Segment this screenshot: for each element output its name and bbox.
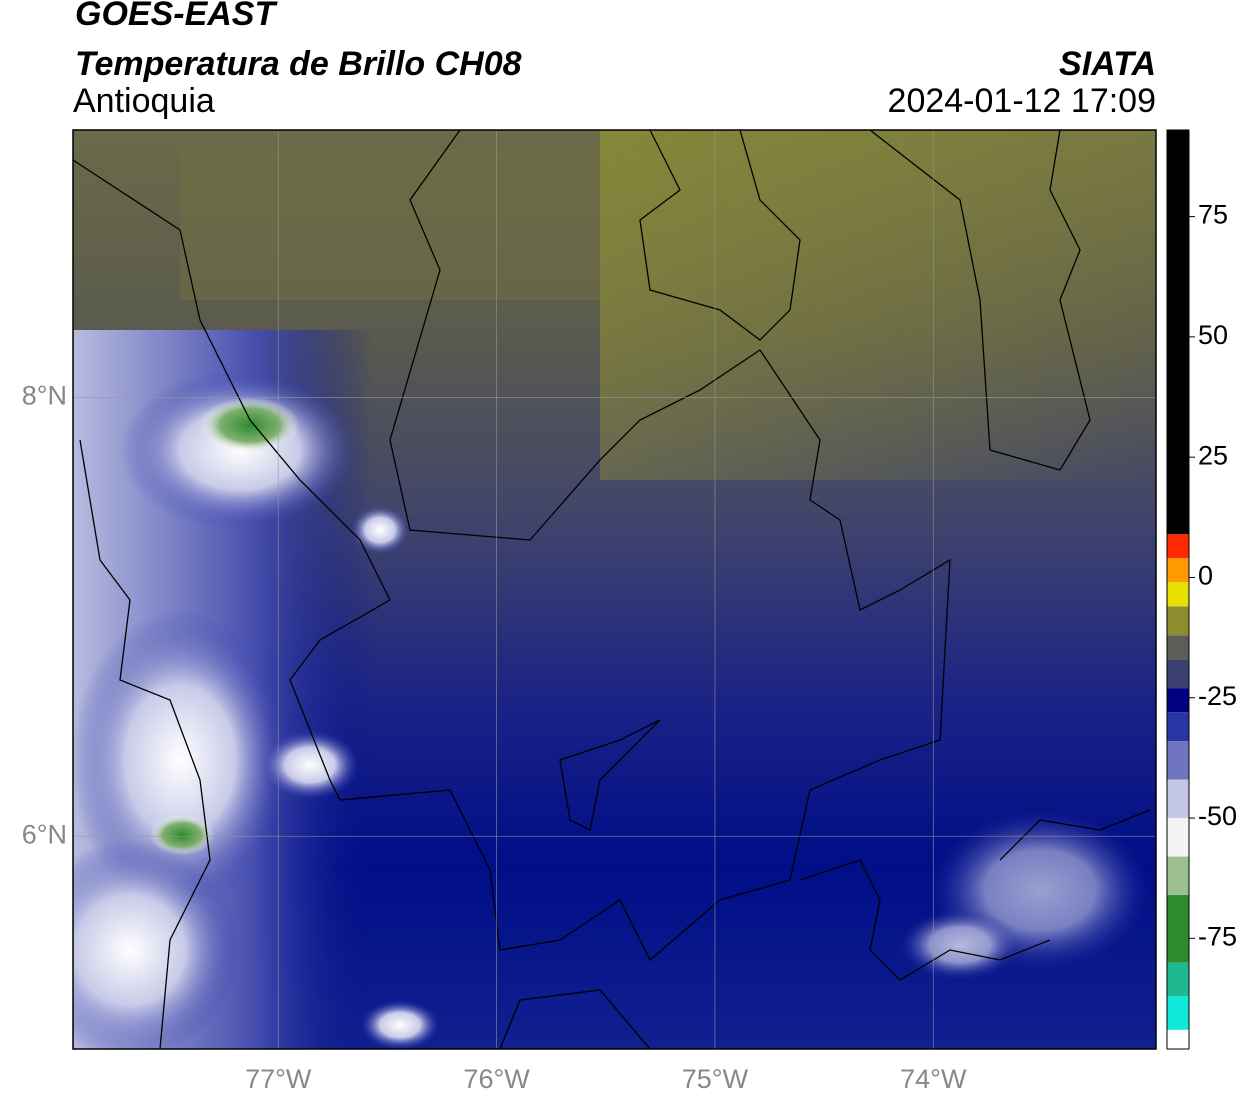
- colorbar-segment: [1167, 996, 1189, 1030]
- satellite-image: [73, 130, 1156, 1049]
- colorbar-tick-label: 0: [1198, 561, 1213, 591]
- title: GOES-EAST: [75, 0, 278, 33]
- colorbar-segment: [1167, 1029, 1189, 1049]
- x-tick-label: 76°W: [463, 1064, 530, 1094]
- colorbar-segment: [1167, 606, 1189, 636]
- colorbar-tick-label: -25: [1198, 681, 1237, 711]
- colorbar-tick-label: -50: [1198, 801, 1237, 831]
- x-tick-label: 77°W: [245, 1064, 312, 1094]
- x-tick-label: 75°W: [682, 1064, 749, 1094]
- colorbar-segment: [1167, 962, 1189, 997]
- colorbar-segment: [1167, 534, 1189, 559]
- colorbar-frame: [1166, 129, 1190, 1050]
- colorbar-segment: [1167, 558, 1189, 583]
- colorbar-tick-label: 75: [1198, 200, 1228, 230]
- colorbar-segment: [1167, 818, 1189, 857]
- y-tick-label: 8°N: [22, 381, 67, 411]
- colorbar-segment: [1167, 582, 1189, 607]
- colorbar-segment: [1167, 895, 1189, 963]
- colorbar-tick-label: -75: [1198, 921, 1237, 951]
- subtitle: Temperatura de Brillo CH08: [75, 45, 522, 83]
- colorbar-segment: [1167, 688, 1189, 713]
- colorbar-tick-label: 25: [1198, 440, 1228, 470]
- colorbar-segment: [1167, 856, 1189, 896]
- map-frame: [72, 129, 1157, 1050]
- y-tick-label: 6°N: [22, 819, 67, 849]
- colorbar-segment: [1167, 741, 1189, 780]
- colorbar-segment: [1167, 635, 1189, 660]
- source: SIATA: [1059, 45, 1156, 83]
- colorbar-tick-label: 50: [1198, 320, 1228, 350]
- x-tick-label: 74°W: [900, 1064, 967, 1094]
- colorbar-segment: [1167, 779, 1189, 819]
- colorbar-segment: [1167, 712, 1189, 742]
- colorbar-segment: [1167, 659, 1189, 689]
- colorbar-segment: [1167, 130, 1189, 535]
- datetime: 2024-01-12 17:09: [888, 82, 1156, 120]
- region: Antioquia: [73, 82, 215, 120]
